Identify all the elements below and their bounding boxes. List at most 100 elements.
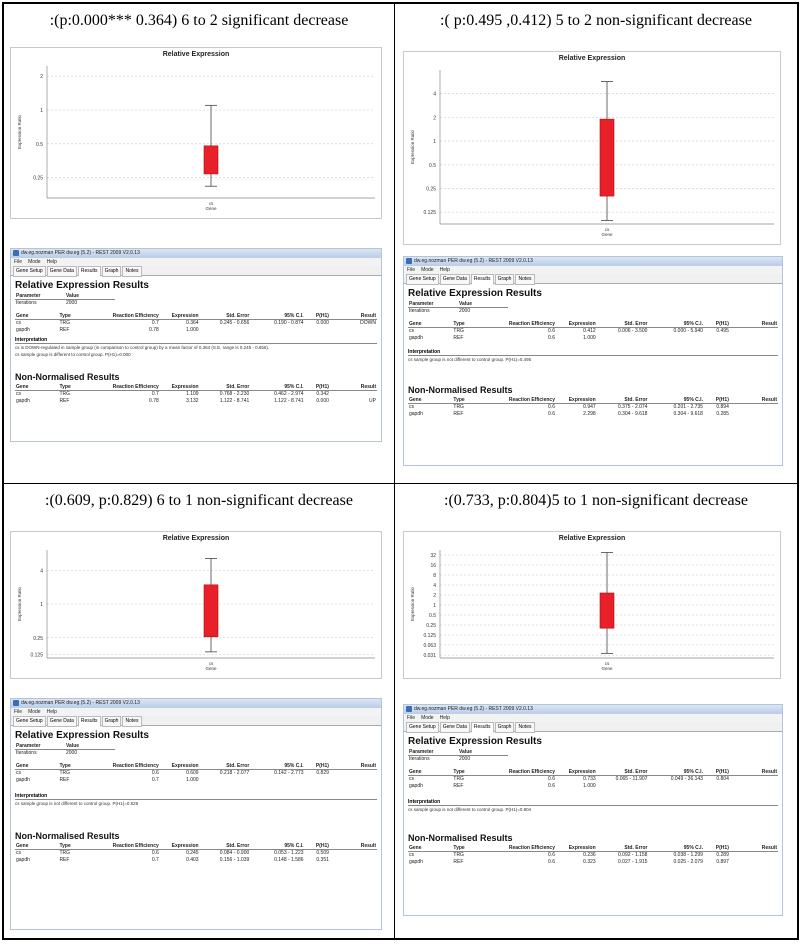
table-cell: 0.897 xyxy=(716,859,729,865)
tab-graph[interactable]: Graph xyxy=(494,274,515,285)
menu-help[interactable]: Help xyxy=(439,715,450,721)
table-cell xyxy=(250,776,304,783)
table-cell: REF xyxy=(59,857,70,863)
column-header: Result xyxy=(729,768,778,776)
tab-results[interactable]: Results xyxy=(470,722,494,733)
menu-mode[interactable]: Mode xyxy=(421,267,434,273)
table-cell: 0.509 xyxy=(316,850,329,857)
table-cell: 0.7 xyxy=(151,857,159,863)
table-cell: REF xyxy=(453,782,464,789)
relative-results-table: Gene Type Reaction Efficiency Expression Std… xyxy=(408,768,778,790)
table-row: gapdh REF 0.7 1.000 xyxy=(15,776,377,783)
table-row: cs TRG 0.6 0.412 0.006 - 3.500 0.000 - 5.940 0… xyxy=(408,327,778,334)
tab-graph[interactable]: Graph xyxy=(101,266,122,277)
menu-file[interactable]: File xyxy=(14,259,23,265)
tab-gene-setup[interactable]: Gene Setup xyxy=(406,722,439,733)
column-header: Reaction Efficiency xyxy=(481,845,556,852)
tab-gene-setup[interactable]: Gene Setup xyxy=(406,274,439,285)
tab-notes[interactable]: Notes xyxy=(515,274,535,285)
menu-file[interactable]: File xyxy=(14,709,23,715)
table-cell: TRG xyxy=(59,769,70,776)
results-content: Relative Expression Results Parameter Val… xyxy=(404,284,782,420)
tab-notes[interactable]: Notes xyxy=(122,266,142,277)
tab-gene-data[interactable]: Gene Data xyxy=(46,716,77,727)
results-content: Relative Expression Results Parameter Val… xyxy=(404,732,782,868)
nonnorm-results-heading: Non-Normalised Results xyxy=(408,833,513,843)
tab-gene-setup[interactable]: Gene Setup xyxy=(13,716,46,727)
menu-file[interactable]: File xyxy=(407,267,416,273)
table-cell: 0.947 xyxy=(583,404,596,411)
table-cell: 0.201 - 2.735 xyxy=(673,404,703,411)
y-tick-label: 8 xyxy=(433,573,436,579)
menu-help[interactable]: Help xyxy=(46,259,57,265)
table-cell: 0.245 xyxy=(186,850,199,857)
value-col-header: Value xyxy=(458,301,508,308)
table-cell xyxy=(330,776,377,783)
x-axis-label: Gene xyxy=(205,666,217,671)
table-cell: TRG xyxy=(453,327,464,334)
tab-gene-setup[interactable]: Gene Setup xyxy=(13,266,46,277)
y-axis-label: Expression Ratio xyxy=(410,130,415,165)
tab-notes[interactable]: Notes xyxy=(122,716,142,727)
value-col-header: Value xyxy=(65,293,115,300)
nonnorm-results-heading: Non-Normalised Results xyxy=(15,831,120,841)
tab-results[interactable]: Results xyxy=(77,266,101,277)
y-tick-label: 4 xyxy=(433,583,436,589)
param-col-header: Parameter xyxy=(408,749,458,756)
table-cell: cs xyxy=(409,852,414,859)
parameter-table: Parameter Value Iterations 2000 xyxy=(408,301,508,315)
tab-notes[interactable]: Notes xyxy=(515,722,535,733)
iterations-label: Iterations xyxy=(16,750,37,757)
table-cell: 0.829 xyxy=(316,769,329,776)
menu-file[interactable]: File xyxy=(407,715,416,721)
window-title: dw.eg.nozman PER dw.eg (5.2) - REST 2009… xyxy=(21,700,140,706)
table-cell xyxy=(330,857,377,864)
table-cell: 0.6 xyxy=(151,769,159,776)
tab-results[interactable]: Results xyxy=(77,716,101,727)
menu-help[interactable]: Help xyxy=(46,709,57,715)
table-row: cs TRG 0.6 0.947 0.375 - 2.074 0.201 - 2.735 0… xyxy=(408,404,778,411)
table-cell: 1.000 xyxy=(583,334,596,341)
y-tick-label: 0.5 xyxy=(429,163,436,169)
nonnorm-results-table: Gene Type Reaction Efficiency Expression Std… xyxy=(15,843,377,864)
y-tick-label: 0.063 xyxy=(423,643,436,649)
tab-results[interactable]: Results xyxy=(470,274,494,285)
tab-graph[interactable]: Graph xyxy=(101,716,122,727)
menu-mode[interactable]: Mode xyxy=(28,709,41,715)
table-cell: 0.768 - 2.230 xyxy=(219,391,250,398)
box-plot-chart: Relative Expression 4 2 1 0.5 0.25 0.125 Expre… xyxy=(403,51,781,245)
panel-caption: :( p:0.495 ,0.412) 5 to 2 non-significan… xyxy=(440,12,752,29)
tab-gene-data[interactable]: Gene Data xyxy=(46,266,77,277)
table-cell: 0.894 xyxy=(716,404,729,411)
table-cell: 1.122 - 8.741 xyxy=(274,398,304,404)
table-cell: 0.7 xyxy=(151,319,159,326)
tab-gene-data[interactable]: Gene Data xyxy=(439,274,470,285)
tab-graph[interactable]: Graph xyxy=(494,722,515,733)
menu-mode[interactable]: Mode xyxy=(421,715,434,721)
column-header: 95% C.I. xyxy=(648,320,704,328)
table-cell: gapdh xyxy=(16,857,30,863)
table-cell: 0.148 - 1.586 xyxy=(274,857,304,863)
column-header: 95% C.I. xyxy=(250,762,305,770)
tab-gene-data[interactable]: Gene Data xyxy=(439,722,470,733)
y-tick-label: 0.25 xyxy=(33,176,43,182)
y-tick-label: 0.5 xyxy=(36,142,43,148)
chart-title: Relative Expression xyxy=(558,55,626,62)
column-header: Expression xyxy=(159,843,200,850)
table-cell: 0.6 xyxy=(151,850,159,857)
chart-title: Relative Expression xyxy=(558,535,626,542)
y-tick-label: 0.25 xyxy=(426,623,436,629)
column-header: Std. Error xyxy=(199,843,251,850)
column-header: Expression xyxy=(159,384,200,391)
interpretation-line: cs sample group is not different to cont… xyxy=(15,801,139,806)
table-cell: 0.304 - 9.618 xyxy=(618,411,648,417)
column-header: Type xyxy=(452,320,482,328)
table-cell xyxy=(730,334,778,341)
column-header: Expression xyxy=(159,312,200,320)
table-cell: 0.6 xyxy=(548,404,555,411)
menu-mode[interactable]: Mode xyxy=(28,259,41,265)
menu-help[interactable]: Help xyxy=(439,267,450,273)
column-header: Reaction Efficiency xyxy=(481,397,556,404)
table-cell: 1.000 xyxy=(186,776,199,783)
box-iqr xyxy=(599,592,615,629)
